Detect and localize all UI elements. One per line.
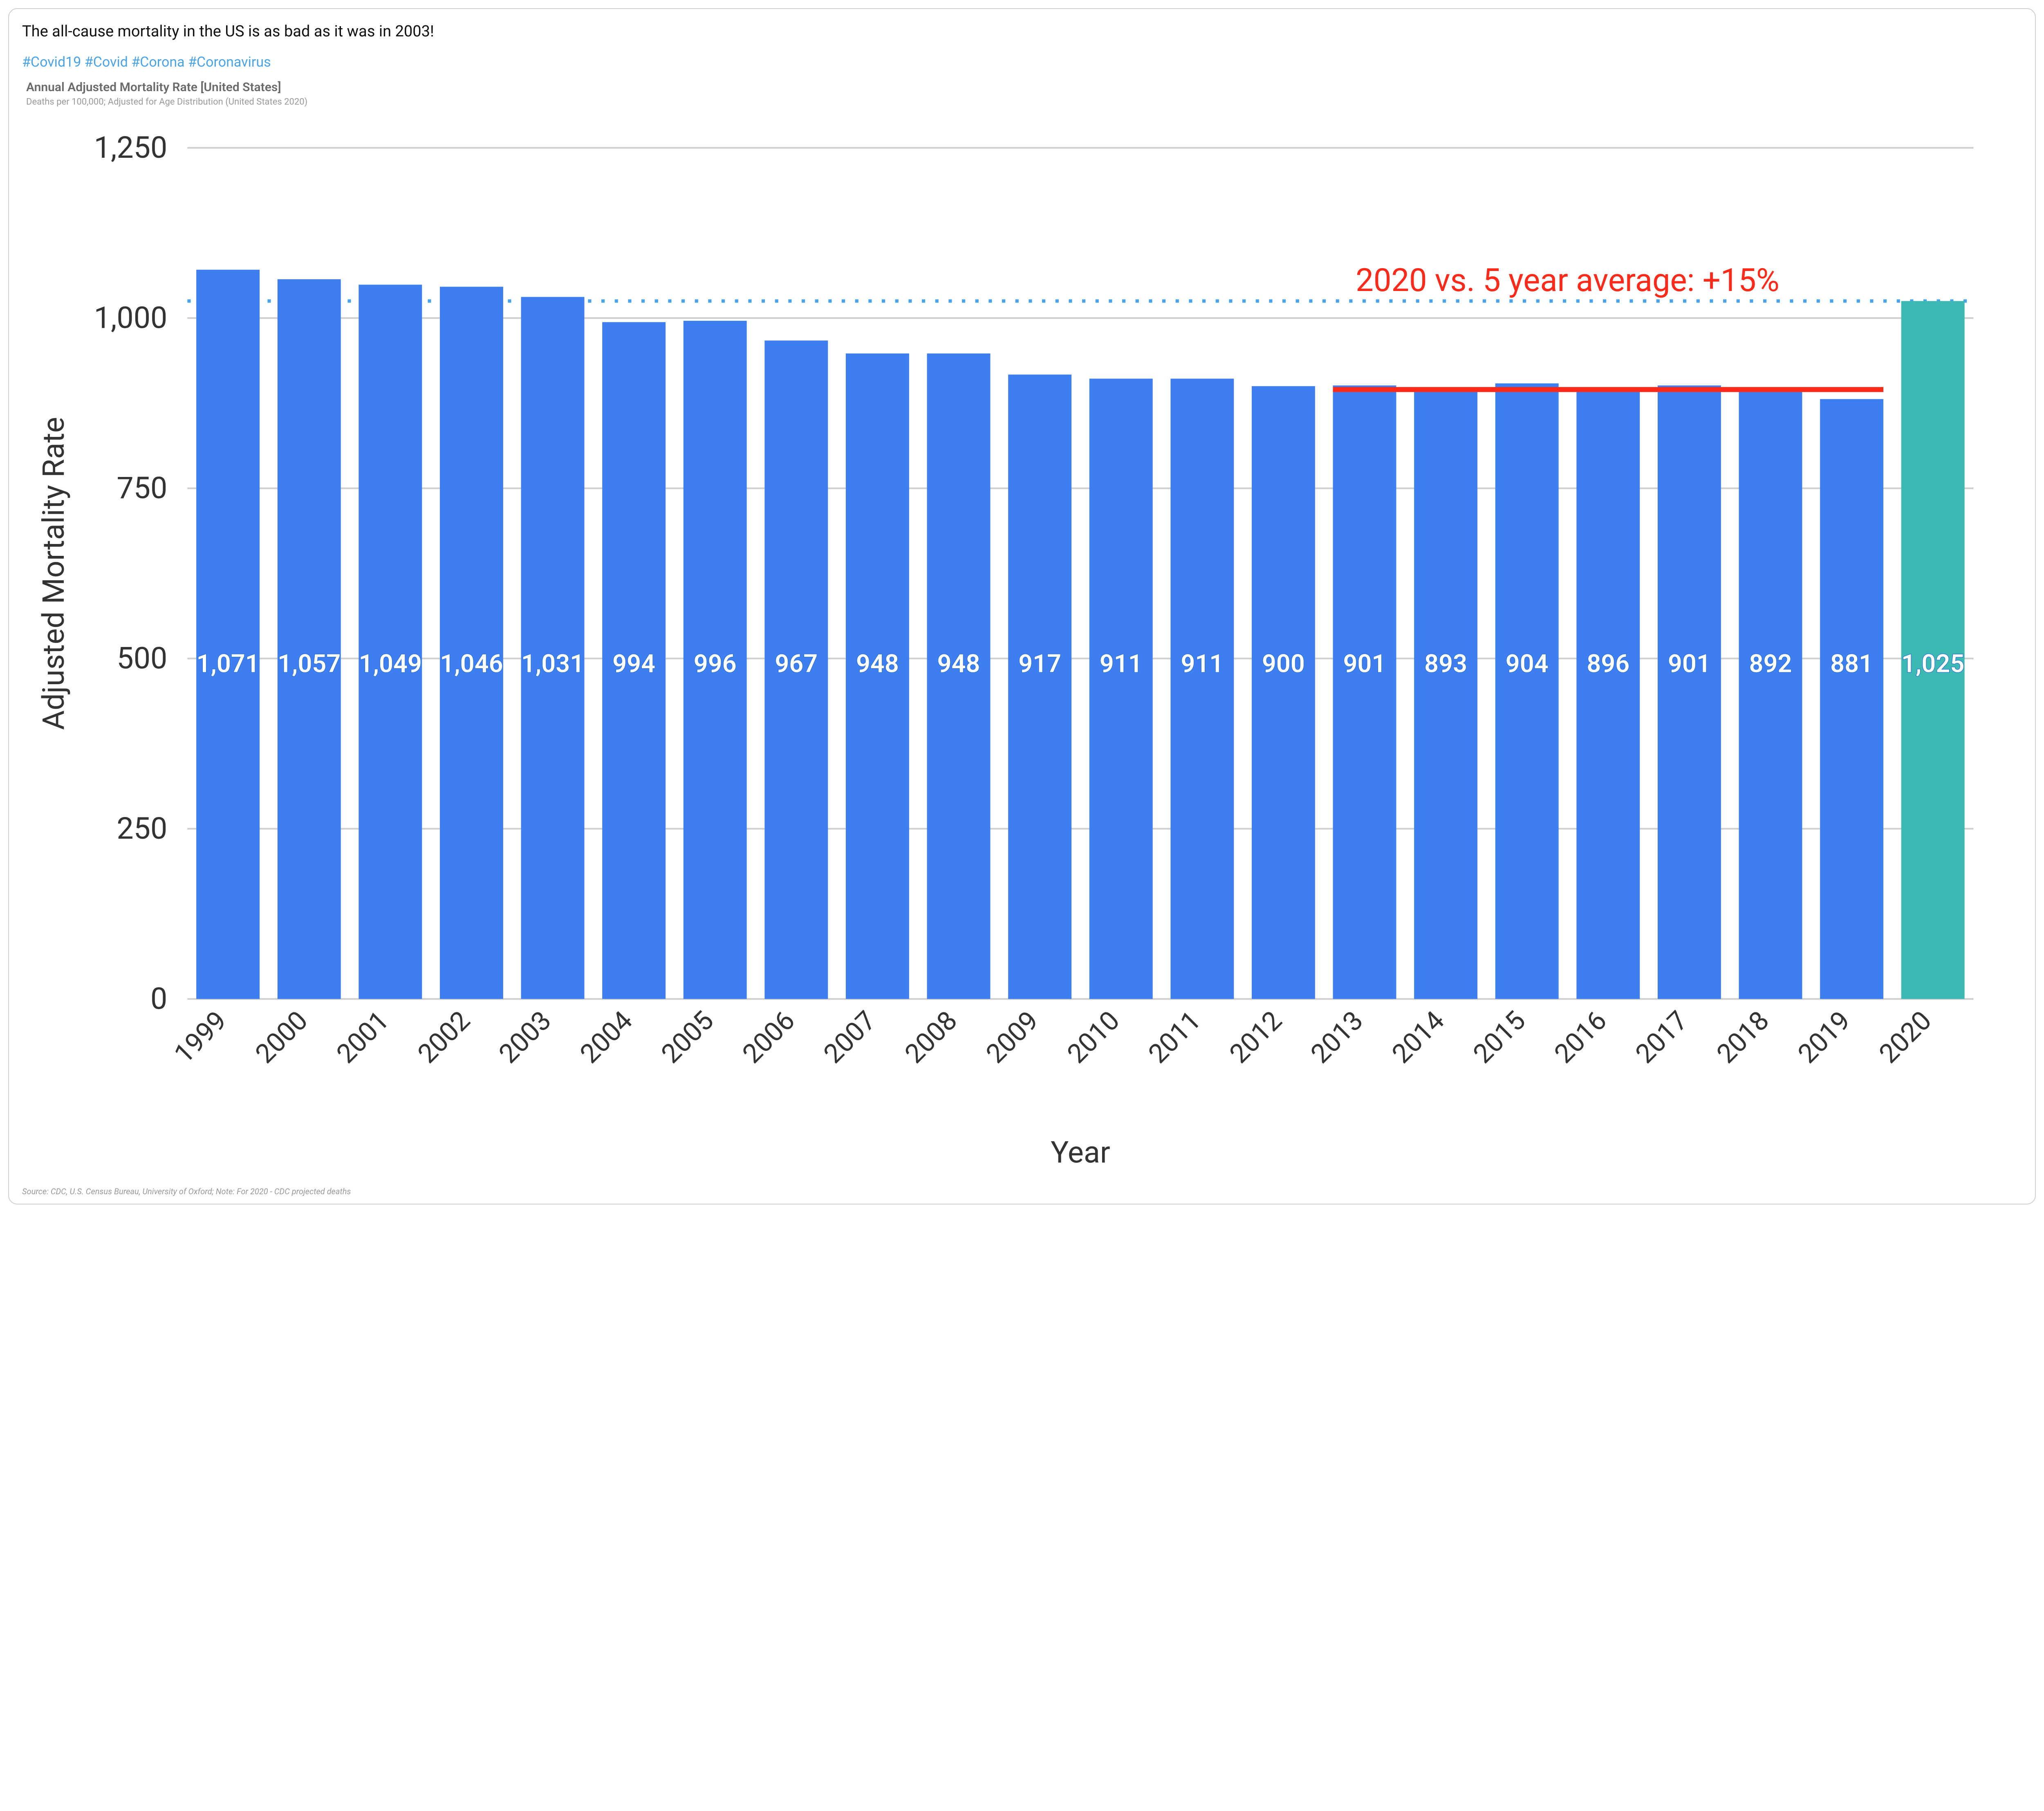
x-tick-label: 2016: [1548, 1005, 1613, 1069]
bar-value-label: 911: [1181, 649, 1224, 678]
y-axis-label: Adjusted Mortality Rate: [36, 417, 71, 730]
hashtag-row: #Covid19 #Covid #Corona #Coronavirus: [22, 53, 2022, 71]
hashtag[interactable]: #Coronavirus: [188, 54, 271, 70]
x-tick-label: 2003: [493, 1005, 557, 1069]
bar-value-label: 893: [1424, 649, 1467, 678]
y-tick-label: 750: [117, 470, 167, 506]
x-tick-label: 2012: [1223, 1005, 1288, 1069]
bar-value-label: 1,025: [1901, 649, 1964, 678]
bar-value-label: 1,046: [440, 649, 503, 678]
x-tick-label: 2001: [330, 1005, 395, 1069]
x-tick-label: 2013: [1304, 1005, 1369, 1069]
bar-value-label: 1,031: [521, 649, 584, 678]
bar-value-label: 911: [1100, 649, 1143, 678]
x-tick-label: 2008: [899, 1005, 963, 1069]
x-tick-label: 2019: [1792, 1005, 1856, 1069]
chart-subtitle: Deaths per 100,000; Adjusted for Age Dis…: [26, 97, 2024, 107]
bar: [359, 284, 422, 999]
bar: [1414, 391, 1477, 999]
bar-value-label: 892: [1749, 649, 1792, 678]
bar-value-label: 1,071: [196, 649, 259, 678]
bar: [1495, 383, 1559, 999]
y-tick-label: 250: [117, 811, 167, 846]
bar: [1008, 374, 1071, 999]
bar: [278, 279, 341, 999]
hashtag[interactable]: #Covid: [85, 54, 128, 70]
x-tick-label: 2011: [1142, 1005, 1207, 1069]
x-tick-label: 2004: [574, 1005, 639, 1069]
x-tick-label: 2010: [1061, 1005, 1125, 1069]
bar-value-label: 896: [1587, 649, 1629, 678]
bar-value-label: 904: [1506, 649, 1549, 678]
y-tick-label: 500: [117, 640, 167, 676]
bar: [1820, 399, 1883, 999]
x-tick-label: 2002: [411, 1005, 476, 1069]
chart-title: Annual Adjusted Mortality Rate [United S…: [26, 80, 2024, 94]
y-tick-label: 1,000: [94, 300, 168, 335]
bar-value-label: 996: [694, 649, 737, 678]
bar-value-label: 1,049: [359, 649, 422, 678]
bar: [1576, 389, 1640, 999]
bar: [1170, 378, 1234, 999]
bar-value-label: 1,057: [278, 649, 341, 678]
bar-value-label: 994: [612, 649, 655, 678]
x-tick-label: 2007: [817, 1005, 882, 1069]
x-tick-label: 2015: [1467, 1005, 1531, 1069]
x-tick-label: 2018: [1710, 1005, 1775, 1069]
chart-source: Source: CDC, U.S. Census Bureau, Univers…: [22, 1186, 2024, 1196]
x-tick-label: 2005: [655, 1005, 719, 1069]
bar: [1739, 392, 1802, 999]
bar-value-label: 901: [1668, 649, 1711, 678]
bar-value-label: 948: [856, 649, 899, 678]
x-tick-label: 2006: [736, 1005, 801, 1069]
bar: [1089, 378, 1153, 999]
x-tick-label: 2009: [980, 1005, 1044, 1069]
bar: [1333, 385, 1396, 999]
post-headline: The all-cause mortality in the US is as …: [22, 22, 2022, 42]
bar-value-label: 900: [1262, 649, 1305, 678]
x-tick-label: 2017: [1629, 1005, 1694, 1069]
y-tick-label: 0: [150, 981, 167, 1016]
bar-value-label: 901: [1343, 649, 1386, 678]
bar-value-label: 881: [1830, 649, 1873, 678]
bar: [521, 297, 585, 999]
bar-value-label: 917: [1018, 649, 1061, 678]
post-card: The all-cause mortality in the US is as …: [8, 8, 2036, 1204]
bar: [1658, 385, 1721, 999]
x-tick-label: 2020: [1873, 1005, 1937, 1069]
bar: [1252, 386, 1315, 998]
x-tick-label: 2014: [1386, 1005, 1450, 1069]
bar-value-label: 967: [775, 649, 818, 678]
hashtag[interactable]: #Corona: [131, 54, 184, 70]
bar: [440, 287, 503, 999]
hashtag[interactable]: #Covid19: [22, 54, 81, 70]
x-tick-label: 1999: [168, 1005, 233, 1069]
chart-annotation: 2020 vs. 5 year average: +15%: [1356, 262, 1779, 299]
bar: [196, 270, 260, 999]
bar-value-label: 948: [937, 649, 980, 678]
x-axis-label: Year: [1051, 1135, 1110, 1170]
y-tick-label: 1,250: [94, 130, 168, 165]
x-tick-label: 2000: [249, 1005, 314, 1069]
bar-chart: 0 250 500 750 1,000 1,250 2020 vs. 5 year aver…: [20, 114, 2024, 1182]
